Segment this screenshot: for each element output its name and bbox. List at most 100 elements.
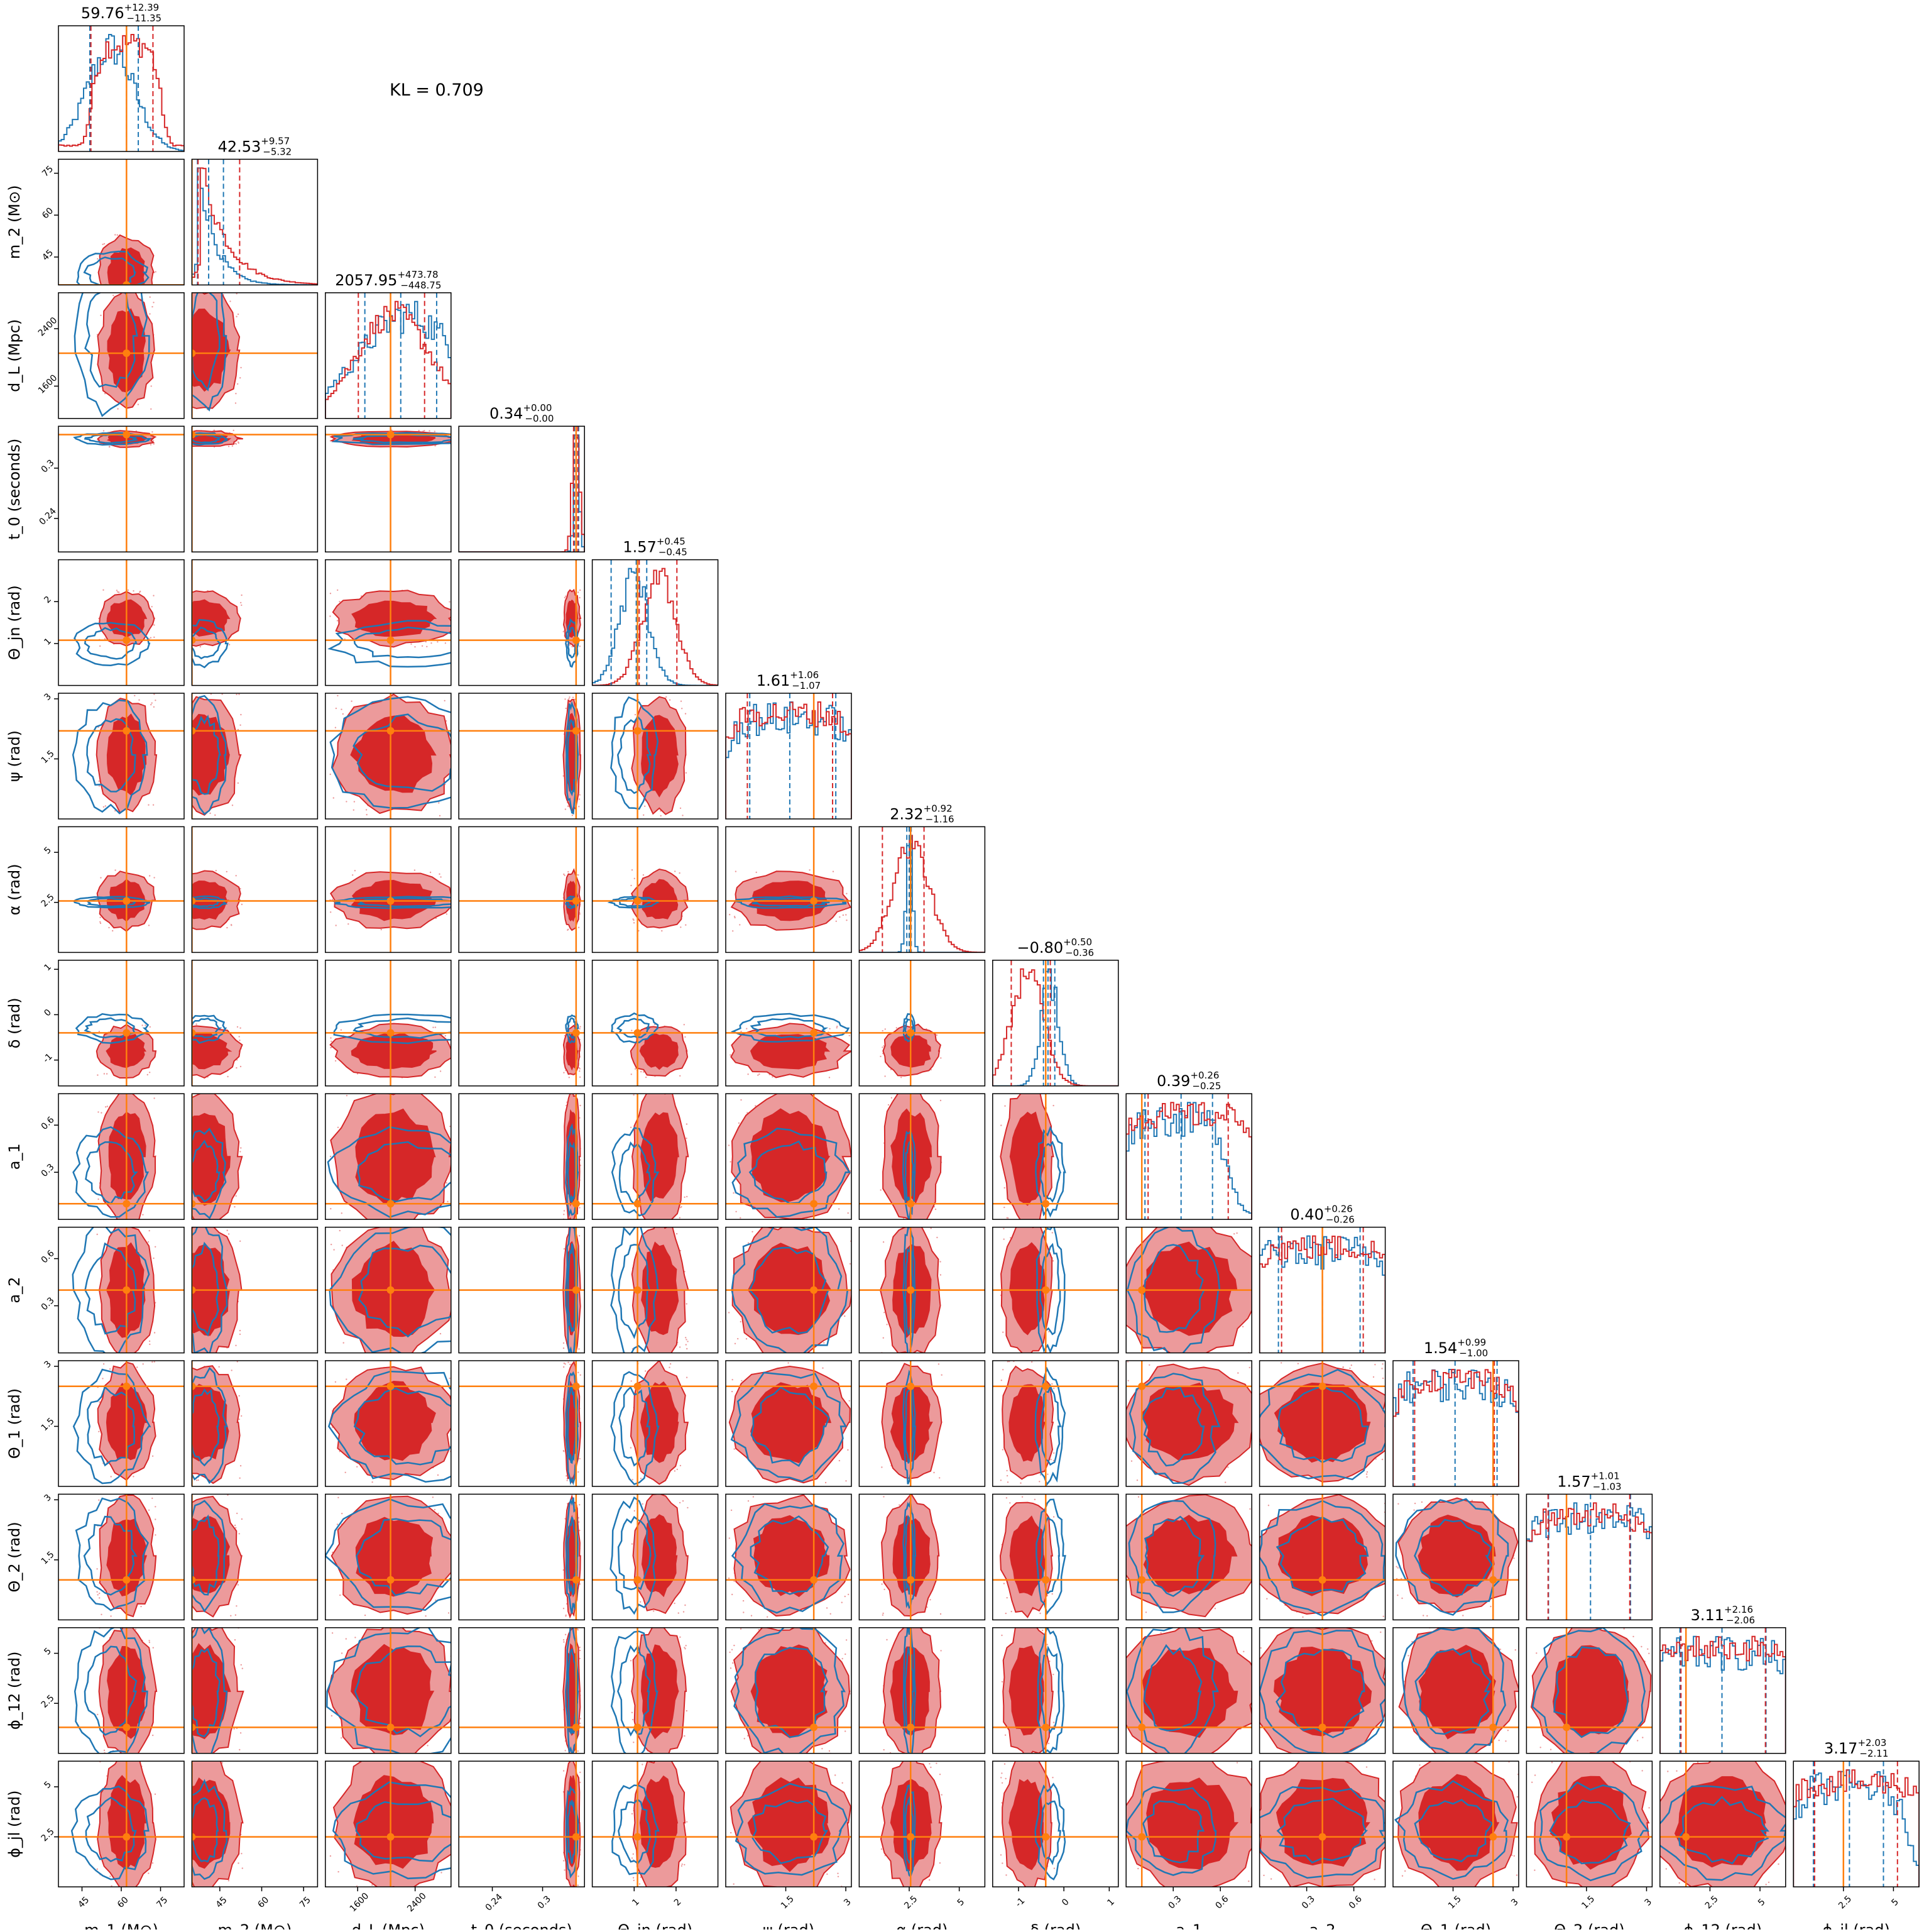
histogram-sample-b [1526,1503,1652,1620]
sample-point [631,1712,633,1713]
sample-point [227,1230,228,1231]
panel-content [859,1085,985,1229]
sample-point [566,1475,567,1476]
sample-point [1302,1616,1303,1618]
sample-point [354,870,356,871]
sample-point [1208,1217,1210,1219]
sample-point [200,646,201,647]
panel-a1-t0 [459,1087,584,1227]
sample-point [448,1612,449,1613]
sample-point [1237,1372,1238,1373]
histogram-sample-a [325,302,451,419]
sample-point [1052,1232,1053,1233]
sample-point [1002,1332,1003,1333]
sample-point [237,383,238,385]
sample-point [172,1479,173,1481]
sample-point [1383,1616,1384,1617]
sample-point [166,346,167,348]
sample-point [235,1527,236,1529]
panel-content [859,1622,985,1762]
sample-point [567,929,569,930]
panel-content [993,1084,1118,1228]
sample-point [140,1606,141,1607]
sample-point [97,1714,98,1715]
sample-point [888,1104,889,1106]
sample-point [685,1217,686,1219]
truth-marker [1138,1576,1145,1584]
sample-point [645,1370,646,1371]
sample-point [630,1447,631,1448]
summary-minus: −0.36 [1065,947,1094,958]
sample-point [242,1668,243,1669]
sample-point [686,1344,687,1345]
sample-point [453,879,454,881]
sample-point [172,1072,173,1073]
y-tick-label: 3 [42,1359,53,1370]
panel-theta2-a1 [1117,1494,1262,1620]
sample-point [565,808,566,810]
sample-point [173,596,175,597]
sample-point [155,1534,156,1535]
sample-point [841,1602,843,1603]
sample-point [330,1208,331,1209]
truth-marker [634,1723,642,1731]
sample-point [366,814,368,815]
sample-point [579,798,580,799]
sample-point [180,1244,181,1246]
sample-point [454,435,456,436]
sample-point [178,1265,180,1266]
sample-point [1150,1223,1151,1224]
sample-point [679,1346,680,1347]
panel-theta1-t0 [459,1361,584,1486]
sample-point [640,1071,642,1072]
sample-point [577,1372,579,1373]
sample-point [578,1348,579,1349]
sample-point [844,1730,846,1732]
panel-content [167,1087,318,1228]
sample-point [396,1092,398,1093]
sample-point [1049,1758,1051,1759]
sample-point [168,627,169,628]
sample-point [456,1501,457,1502]
sample-point [1000,1479,1002,1481]
sample-point [1050,1459,1051,1460]
panel-content [1393,1621,1520,1762]
sample-point [134,286,136,287]
sample-point [1003,1207,1005,1208]
sample-point [563,1639,564,1640]
sample-point [102,590,104,591]
sample-point [836,1026,838,1027]
sample-point [233,430,234,431]
sample-point [239,1151,241,1152]
sample-point [643,1071,644,1072]
sample-point [153,706,155,708]
sample-point [186,1257,187,1258]
sample-point [444,700,445,701]
sample-point [685,713,686,714]
sample-point [374,1755,376,1756]
sample-point [435,1026,436,1028]
sample-point [1373,1376,1374,1378]
sample-point [108,927,109,928]
sample-point [173,776,174,777]
sample-point [830,1613,831,1615]
sample-point [563,1214,564,1215]
sample-point [118,591,119,593]
panel-dL-m2 [166,256,317,419]
panel-phi12-psi [726,1620,851,1761]
sample-point [203,1089,204,1090]
panel-content [593,1494,718,1620]
sample-point [1003,1239,1005,1240]
sample-point [177,1161,178,1162]
sample-point [187,1760,189,1761]
sample-point [151,431,153,432]
sample-point [644,806,645,807]
sample-point [643,874,644,875]
sample-point [1016,1088,1017,1089]
sample-point [414,869,415,870]
sample-point [240,714,241,715]
y-tick-label: 60 [40,206,55,221]
sample-point [337,620,338,621]
sample-point [579,1068,581,1069]
